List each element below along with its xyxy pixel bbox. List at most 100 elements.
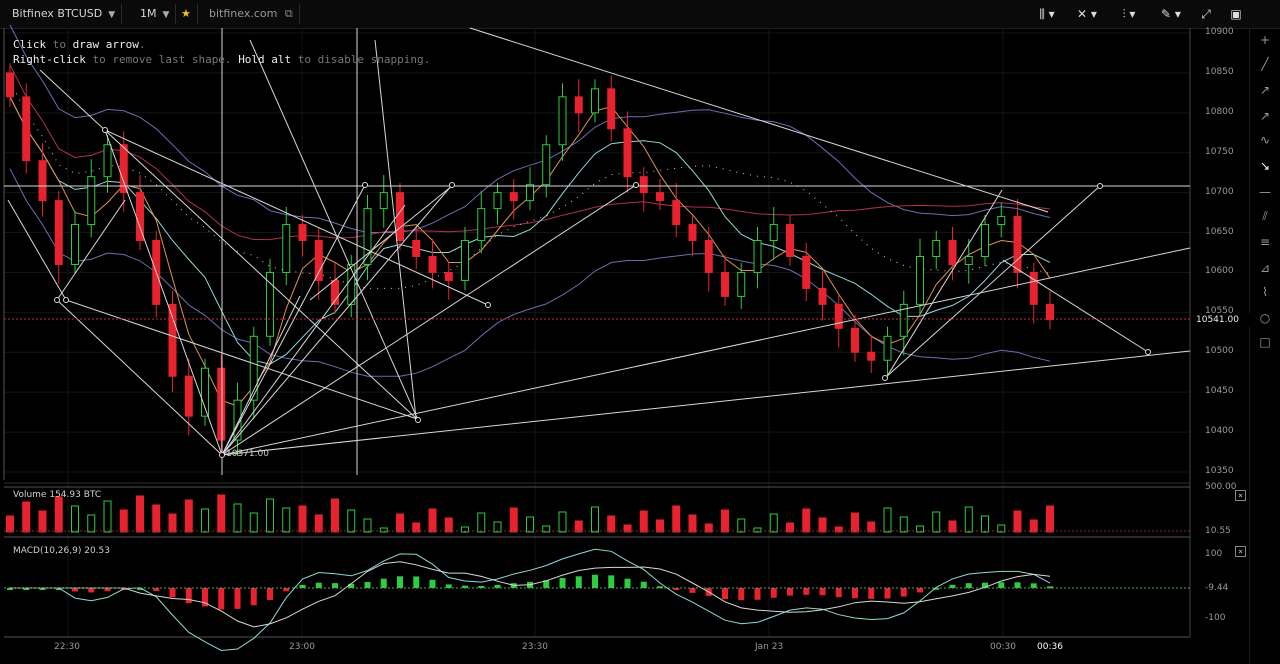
help-key-alt: Hold alt	[238, 53, 292, 66]
volume-bar	[899, 516, 908, 533]
candle-body	[997, 216, 1006, 226]
indicators-icon[interactable]: ✕ ▾	[1077, 7, 1097, 21]
close-volume-icon[interactable]: ×	[1235, 490, 1246, 501]
macd-line	[10, 548, 1051, 652]
chart-style-icon[interactable]: ⫶ ▾	[1122, 7, 1136, 21]
arrow-icon[interactable]: ↗	[1259, 109, 1271, 123]
fan-line	[56, 299, 223, 456]
volume-bar	[266, 498, 274, 533]
fan-line	[221, 295, 301, 456]
candle-body	[477, 208, 486, 242]
candle-body	[38, 160, 47, 202]
candle-body	[721, 271, 729, 297]
chart-canvas[interactable]	[0, 0, 1250, 664]
price-tick-label: 10700	[1205, 186, 1234, 197]
macd-hist-bar	[429, 579, 436, 588]
candle-body	[867, 351, 876, 361]
volume-bar	[574, 520, 583, 533]
candle-type-icon[interactable]: ⫼ ▾	[1039, 7, 1055, 21]
macd-hist-bar	[169, 588, 176, 598]
drawn-line	[374, 39, 417, 419]
price-tick-label: 10850	[1205, 66, 1234, 77]
candle-body	[948, 240, 957, 265]
candle-body	[656, 192, 664, 202]
drawn-line	[7, 199, 67, 301]
site-link[interactable]: bitfinex.com ⧉	[203, 4, 300, 24]
volume-bar	[883, 507, 892, 533]
curve-icon[interactable]: ∿	[1259, 133, 1271, 147]
draw-arrow-icon[interactable]	[1250, 134, 1280, 154]
macd-hist-bar	[835, 588, 842, 598]
draw-arrow-active-icon[interactable]: ↘	[1259, 159, 1271, 173]
line-icon[interactable]: ╱	[1261, 57, 1269, 71]
time-label: 00:30	[990, 642, 1016, 652]
candle-body	[607, 88, 616, 130]
brush-icon[interactable]: ⌇	[1262, 285, 1268, 299]
volume-bar	[38, 510, 47, 533]
macd-hist-bar	[640, 581, 647, 588]
fib-icon[interactable]: ≡	[1259, 235, 1271, 249]
user-drawings[interactable]	[4, 27, 1191, 475]
drawing-handle	[1145, 349, 1151, 355]
rectangle-icon[interactable]: □	[1259, 335, 1271, 349]
plus-icon[interactable]: +	[1259, 33, 1271, 47]
macd-hist-bar	[104, 588, 111, 592]
candle-body	[704, 240, 713, 273]
candle-body	[526, 184, 534, 202]
parallel-lines-icon[interactable]: ⫽	[1262, 209, 1268, 223]
horizontal-line-icon[interactable]: —	[1259, 185, 1271, 199]
time-label: 22:30	[54, 642, 80, 652]
candle-body	[54, 200, 63, 265]
chevron-down-icon: ▼	[108, 10, 116, 20]
candle-body	[87, 176, 96, 226]
circle-icon[interactable]: ○	[1259, 311, 1271, 325]
ema-slow	[9, 64, 1051, 241]
drawing-help-text: Click to draw arrow. Right-click to remo…	[13, 37, 430, 67]
volume-bar	[87, 514, 96, 533]
indicator-lines	[9, 24, 1051, 407]
macd-hist-bar	[673, 588, 680, 591]
drawn-line	[56, 199, 126, 301]
fan-icon[interactable]: ⊿	[1259, 261, 1271, 275]
macd-axis-bottom: -100	[1205, 613, 1226, 623]
fullscreen-icon[interactable]: ⤢	[1201, 7, 1211, 21]
macd-hist-bar	[55, 588, 62, 590]
macd-hist-bar	[332, 583, 338, 588]
draw-pencil-icon[interactable]: ✎ ▾	[1161, 7, 1181, 21]
candle-body	[493, 192, 502, 210]
candle-body	[314, 240, 323, 281]
help-text: to remove last shape.	[85, 53, 239, 66]
close-macd-icon[interactable]: ×	[1235, 546, 1246, 557]
drawing-handle	[882, 375, 888, 381]
macd-hist-bar	[949, 584, 956, 588]
macd-hist-bar	[462, 585, 468, 588]
candle-body	[1013, 216, 1022, 273]
volume-bar	[331, 498, 339, 533]
screenshot-icon[interactable]: ▣	[1230, 7, 1242, 21]
macd-hist-bar	[7, 588, 13, 590]
candle-body	[786, 224, 794, 257]
low-marker-label: 10371.00	[226, 449, 269, 459]
volume-bar	[217, 494, 226, 533]
drawn-line	[885, 189, 1003, 379]
macd-axis-mid: -9.44	[1205, 583, 1229, 593]
drawn-line	[309, 185, 453, 301]
macd-hist-bar	[754, 588, 761, 600]
macd-hist-bar	[380, 578, 387, 588]
volume-bar	[526, 516, 534, 533]
candle-body	[71, 224, 79, 265]
volume-bar	[233, 503, 242, 533]
macd-hist-bar	[397, 576, 403, 588]
volume-axis-top: 500.00	[1205, 482, 1237, 492]
symbol-selector[interactable]: Bitfinex BTCUSD ▼	[6, 4, 123, 24]
ray-icon[interactable]: ↗	[1259, 83, 1271, 97]
favorite-button[interactable]: ★	[175, 4, 198, 24]
help-text: to	[46, 38, 73, 51]
timeframe-selector[interactable]: 1M ▼	[134, 4, 177, 24]
macd-hist-bar	[852, 588, 858, 599]
volume-bar	[136, 495, 144, 533]
volume-bar	[168, 513, 177, 533]
candle-body	[509, 192, 518, 202]
macd-hist-bar	[283, 588, 290, 592]
price-tick-label: 10350	[1205, 466, 1234, 476]
